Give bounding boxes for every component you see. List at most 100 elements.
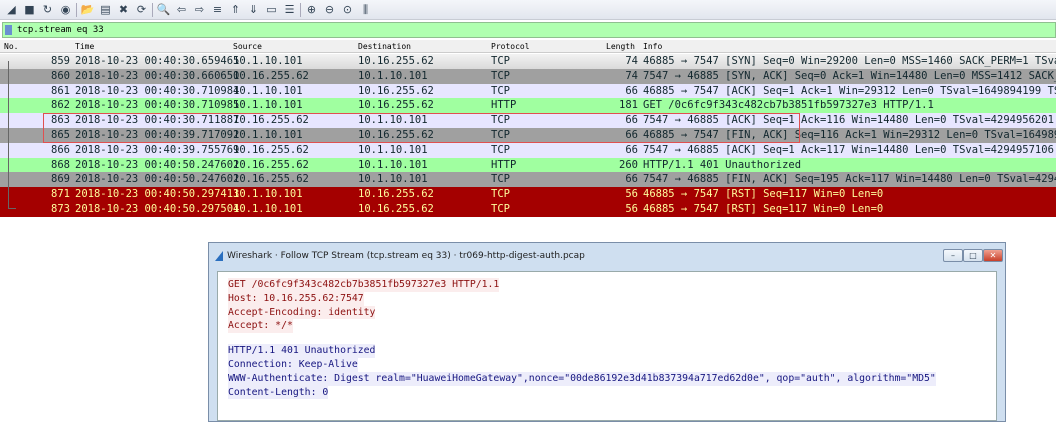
cell-proto: TCP — [491, 188, 510, 201]
cell-len: 66 — [625, 173, 638, 186]
cell-time: 2018-10-23 00:40:30.710984 — [75, 84, 240, 97]
column-header-protocol[interactable]: Protocol — [491, 42, 530, 51]
cell-proto: TCP — [491, 143, 510, 156]
client-line: Host: 10.16.255.62:7547 — [228, 291, 364, 306]
packet-row[interactable]: 871 2018-10-23 00:40:50.297413 10.1.10.101… — [0, 187, 1056, 202]
cell-len: 74 — [625, 69, 638, 82]
open-icon[interactable]: 📂 — [80, 3, 95, 16]
packet-row[interactable]: 866 2018-10-23 00:40:39.755769 10.16.255.6… — [0, 142, 1056, 158]
cell-time: 2018-10-23 00:40:50.247602 — [75, 173, 240, 186]
reload-icon[interactable]: ⟳ — [136, 3, 147, 16]
server-line: Connection: Keep-Alive — [228, 357, 358, 372]
toolbar-separator — [300, 2, 301, 17]
cell-info: 7547 → 46885 [FIN, ACK] Seq=195 Ack=117 … — [643, 173, 1056, 186]
stream-content[interactable]: GET /0c6fc9f343c482cb7b3851fb597327e3 HT… — [217, 271, 997, 421]
column-header-destination[interactable]: Destination — [358, 42, 411, 51]
packet-row[interactable]: 861 2018-10-23 00:40:30.710984 10.1.10.101… — [0, 83, 1056, 99]
cell-len: 66 — [625, 84, 638, 97]
toolbar-separator — [152, 2, 153, 17]
stop-icon[interactable]: ■ — [24, 3, 35, 16]
cell-proto: TCP — [491, 173, 510, 186]
cell-len: 260 — [619, 158, 638, 171]
first-packet-icon[interactable]: ⇑ — [230, 3, 241, 16]
autoscroll-icon[interactable]: ▭ — [266, 3, 277, 16]
cell-len: 56 — [625, 188, 638, 201]
client-line: Accept: */* — [228, 319, 293, 334]
column-header-no[interactable]: No. — [4, 42, 19, 51]
cell-time: 2018-10-23 00:40:50.247602 — [75, 158, 240, 171]
cell-len: 56 — [625, 203, 638, 215]
close-file-icon[interactable]: ✖ — [118, 3, 129, 16]
cell-src: 10.1.10.101 — [233, 129, 303, 141]
options-icon[interactable]: ◉ — [60, 3, 71, 16]
close-button[interactable]: ✕ — [983, 249, 1003, 262]
cell-no: 862 — [51, 99, 70, 112]
cell-src: 10.1.10.101 — [233, 188, 303, 201]
packet-row[interactable]: 865 2018-10-23 00:40:39.717092 10.1.10.101… — [0, 128, 1056, 143]
cell-no: 871 — [51, 188, 70, 201]
packet-row[interactable]: 860 2018-10-23 00:40:30.660650 10.16.255.6… — [0, 68, 1056, 84]
packet-row[interactable]: 868 2018-10-23 00:40:50.247602 10.16.255.6… — [0, 157, 1056, 173]
shark-fin-start-icon[interactable]: ◢ — [7, 3, 16, 16]
zoom-out-icon[interactable]: ⊖ — [324, 3, 335, 16]
display-filter-input[interactable]: tcp.stream eq 33 — [2, 22, 1056, 38]
cell-src: 10.1.10.101 — [233, 203, 303, 215]
cell-dst: 10.16.255.62 — [358, 55, 434, 67]
cell-proto: TCP — [491, 129, 510, 141]
cell-src: 10.1.10.101 — [233, 99, 303, 112]
follow-tcp-stream-dialog: Wireshark · Follow TCP Stream (tcp.strea… — [208, 242, 1006, 422]
server-line: Content-Length: 0 — [228, 385, 329, 400]
packet-row[interactable]: 862 2018-10-23 00:40:30.710985 10.1.10.101… — [0, 98, 1056, 114]
zoom-in-icon[interactable]: ⊕ — [306, 3, 317, 16]
cell-len: 66 — [625, 129, 638, 141]
cell-dst: 10.16.255.62 — [358, 203, 434, 215]
restart-icon[interactable]: ↻ — [42, 3, 53, 16]
cell-time: 2018-10-23 00:40:50.297504 — [75, 203, 240, 215]
dialog-title-bar: Wireshark · Follow TCP Stream (tcp.strea… — [209, 243, 1005, 269]
column-header-length[interactable]: Length — [606, 42, 635, 51]
wireshark-logo-icon — [215, 251, 223, 261]
client-line: GET /0c6fc9f343c482cb7b3851fb597327e3 HT… — [228, 278, 500, 292]
cell-info: 46885 → 7547 [ACK] Seq=1 Ack=1 Win=29312… — [643, 84, 1056, 97]
cell-no: 863 — [51, 114, 70, 127]
column-header-info[interactable]: Info — [643, 42, 663, 51]
cell-time: 2018-10-23 00:40:30.711887 — [75, 114, 240, 127]
cell-info: 7547 → 46885 [ACK] Seq=1 Ack=117 Win=144… — [643, 143, 1056, 156]
resize-columns-icon[interactable]: ⫼ — [362, 3, 369, 16]
highlight-marker — [799, 113, 800, 143]
filter-text: tcp.stream eq 33 — [17, 25, 104, 35]
packet-row[interactable]: 859 2018-10-23 00:40:30.659465 10.1.10.101… — [0, 54, 1056, 69]
cell-dst: 10.1.10.101 — [358, 158, 428, 171]
column-header-time[interactable]: Time — [75, 42, 95, 51]
cell-proto: TCP — [491, 203, 510, 215]
colorize-icon[interactable]: ☰ — [284, 3, 295, 16]
cell-info: 46885 → 7547 [RST] Seq=117 Win=0 Len=0 — [643, 188, 884, 201]
cell-no: 866 — [51, 143, 70, 156]
forward-icon[interactable]: ⇨ — [194, 3, 205, 16]
find-icon[interactable]: 🔍 — [156, 3, 171, 16]
last-packet-icon[interactable]: ⇓ — [248, 3, 259, 16]
back-icon[interactable]: ⇦ — [176, 3, 187, 16]
maximize-button[interactable]: □ — [963, 249, 983, 262]
column-header-source[interactable]: Source — [233, 42, 262, 51]
cell-proto: TCP — [491, 114, 510, 127]
normal-size-icon[interactable]: ⊙ — [342, 3, 353, 16]
cell-len: 66 — [625, 143, 638, 156]
packet-row[interactable]: 869 2018-10-23 00:40:50.247602 10.16.255.6… — [0, 172, 1056, 188]
cell-time: 2018-10-23 00:40:50.297413 — [75, 188, 240, 201]
server-line: WWW-Authenticate: Digest realm="HuaweiHo… — [228, 371, 936, 386]
cell-info: 46885 → 7547 [FIN, ACK] Seq=116 Ack=1 Wi… — [643, 129, 1056, 141]
cell-src: 10.16.255.62 — [233, 158, 309, 171]
cell-time: 2018-10-23 00:40:30.660650 — [75, 69, 240, 82]
cell-no: 861 — [51, 84, 70, 97]
cell-dst: 10.1.10.101 — [358, 114, 428, 127]
bookmark-icon[interactable] — [5, 25, 12, 35]
cell-info: 46885 → 7547 [SYN] Seq=0 Win=29200 Len=0… — [643, 55, 1056, 67]
save-icon[interactable]: ▤ — [100, 3, 111, 16]
go-to-packet-icon[interactable]: ≡ — [212, 3, 223, 16]
cell-time: 2018-10-23 00:40:30.659465 — [75, 55, 240, 67]
minimize-button[interactable]: – — [943, 249, 963, 262]
packet-row[interactable]: 863 2018-10-23 00:40:30.711887 10.16.255.6… — [0, 113, 1056, 128]
cell-dst: 10.16.255.62 — [358, 188, 434, 201]
packet-row[interactable]: 873 2018-10-23 00:40:50.297504 10.1.10.101… — [0, 202, 1056, 217]
